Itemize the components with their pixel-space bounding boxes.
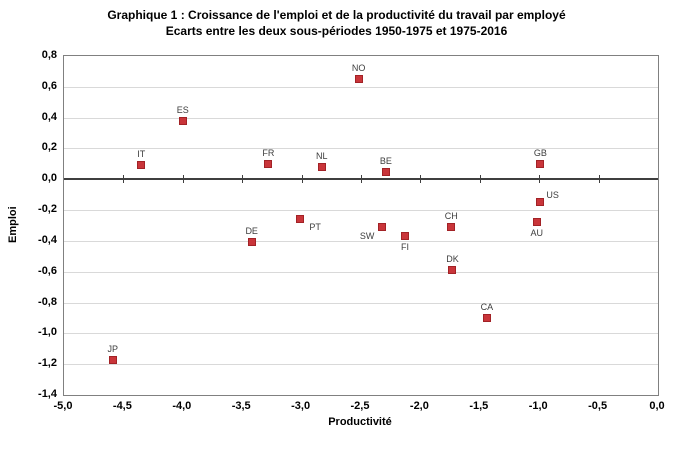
point-label-gb: GB [533, 147, 547, 158]
data-point-fi [400, 232, 409, 241]
gridline [64, 333, 658, 335]
x-tick-label: -4,5 [112, 400, 132, 412]
data-point-de [247, 238, 256, 247]
gridline [64, 210, 658, 212]
plot-area: JP IT ES DE FR PT NL NO SW BE FI CH DK CA AU US GB [63, 55, 659, 396]
data-point-ca [482, 313, 491, 322]
data-point-gb [536, 159, 545, 168]
y-tick-label: 0,4 [41, 110, 57, 123]
x-tick-label: -5,0 [53, 400, 73, 412]
gridline [64, 117, 658, 119]
x-tick-mark [301, 175, 303, 184]
data-point-es [178, 116, 187, 125]
y-tick-label: 0,2 [41, 141, 57, 154]
x-tick-mark [123, 175, 125, 184]
point-label-de: DE [245, 226, 258, 237]
point-label-jp: JP [107, 343, 118, 354]
x-tick-label: -1,0 [528, 400, 548, 412]
point-label-no: NO [351, 63, 366, 74]
x-tick-label: -2,0 [409, 400, 429, 412]
gridline [64, 271, 658, 273]
point-label-sw: SW [359, 231, 375, 242]
point-label-fi: FI [400, 242, 409, 253]
data-point-pt [296, 215, 305, 224]
y-tick-label: -0,2 [38, 203, 57, 216]
data-point-nl [317, 162, 326, 171]
x-tick-mark [361, 175, 362, 184]
x-tick-mark [539, 175, 541, 184]
gridline [64, 302, 658, 304]
y-tick-label: -1,2 [38, 357, 57, 370]
y-tick-label: -0,8 [38, 295, 57, 308]
y-tick-label: 0,6 [41, 79, 57, 92]
chart-title: Graphique 1 : Croissance de l'emploi et … [107, 8, 566, 22]
x-tick-label: -4,0 [172, 400, 192, 412]
x-tick-mark [182, 175, 184, 184]
point-label-es: ES [176, 104, 189, 115]
y-tick-label: 0,8 [41, 49, 57, 61]
x-tick-label: 0,0 [649, 400, 665, 412]
data-point-fr [264, 159, 273, 168]
x-tick-label: -3,5 [231, 400, 251, 412]
point-label-us: US [546, 190, 559, 201]
chart-subtitle: Ecarts entre les deux sous-périodes 1950… [165, 24, 508, 38]
x-tick-mark [598, 175, 600, 184]
data-point-sw [378, 223, 387, 232]
y-tick-label: -1,4 [38, 388, 57, 400]
point-label-nl: NL [316, 150, 328, 161]
x-tick-label: -3,0 [291, 400, 311, 412]
point-label-ch: CH [444, 211, 458, 222]
data-point-it [137, 161, 146, 170]
data-point-be [381, 167, 390, 176]
x-tick-label: -2,5 [350, 400, 370, 412]
gridline [64, 364, 658, 366]
point-label-be: BE [379, 155, 392, 166]
y-tick-label: -0,6 [38, 264, 57, 277]
gridline [64, 148, 658, 150]
point-label-it: IT [137, 149, 146, 160]
y-axis-title: Emploi [7, 206, 19, 243]
x-tick-mark [242, 175, 244, 184]
y-tick-label: -0,4 [38, 233, 57, 246]
data-point-au [532, 218, 541, 227]
point-label-ca: CA [480, 301, 494, 312]
x-tick-mark [420, 175, 422, 184]
data-point-us [536, 198, 545, 207]
point-label-au: AU [530, 228, 544, 239]
x-axis-title: Productivité [328, 416, 392, 428]
point-label-fr: FR [262, 147, 275, 158]
y-tick-label: 0,0 [41, 172, 57, 185]
point-label-dk: DK [446, 254, 459, 265]
data-point-jp [108, 355, 117, 364]
gridline [64, 240, 658, 242]
data-point-ch [447, 223, 456, 232]
x-tick-label: -0,5 [588, 400, 608, 412]
x-tick-mark [479, 175, 481, 184]
data-point-dk [448, 266, 457, 275]
gridline [64, 86, 658, 88]
x-tick-label: -1,5 [469, 400, 489, 412]
y-tick-label: -1,0 [38, 326, 57, 339]
point-label-pt: PT [309, 222, 321, 233]
data-point-no [354, 75, 363, 84]
